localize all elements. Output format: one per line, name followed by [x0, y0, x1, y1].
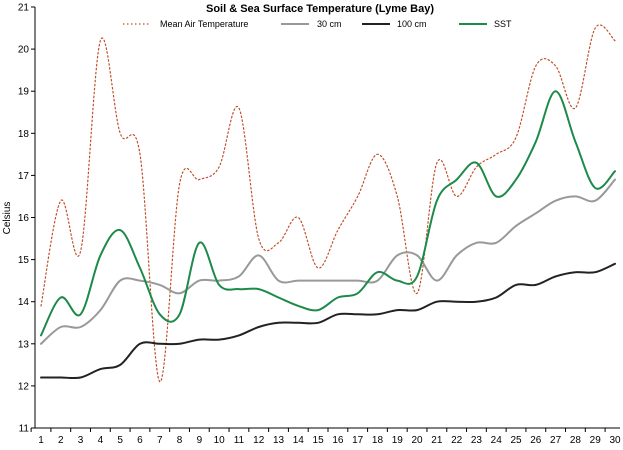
- y-tick-label: 21: [18, 3, 30, 14]
- x-tick-label: 28: [570, 435, 582, 446]
- x-tick-label: 13: [273, 435, 285, 446]
- x-tick-label: 9: [197, 435, 203, 446]
- x-tick-label: 12: [253, 435, 265, 446]
- y-tick-label: 19: [18, 87, 30, 98]
- x-tick-label: 25: [510, 435, 522, 446]
- x-tick-label: 14: [293, 435, 305, 446]
- x-tick-label: 24: [491, 435, 503, 446]
- series-line-4: [40, 90, 616, 337]
- y-tick-label: 20: [18, 45, 30, 56]
- x-tick-label: 23: [471, 435, 483, 446]
- x-tick-label: 21: [431, 435, 443, 446]
- legend-label: 100 cm: [397, 19, 427, 29]
- y-tick-label: 17: [18, 171, 30, 182]
- x-tick-label: 26: [530, 435, 542, 446]
- y-tick-label: 16: [18, 213, 30, 224]
- x-tick-label: 1: [38, 435, 44, 446]
- legend-label: Mean Air Temperature: [160, 19, 248, 29]
- x-tick-label: 15: [313, 435, 325, 446]
- legend: Mean Air Temperature 30 cm 100 cm SST: [123, 19, 512, 29]
- x-tick-label: 2: [58, 435, 64, 446]
- y-axis-title: Celsius: [2, 202, 13, 235]
- series-layer: [40, 24, 616, 383]
- chart-title: Soil & Sea Surface Temperature (Lyme Bay…: [206, 3, 434, 15]
- x-tick-label: 27: [550, 435, 562, 446]
- x-tick-label: 19: [392, 435, 404, 446]
- series-line-2: [40, 178, 616, 345]
- x-tick-label: 8: [177, 435, 183, 446]
- x-tick-label: 20: [412, 435, 424, 446]
- y-tick-label: 12: [18, 381, 30, 392]
- x-tick-label: 10: [214, 435, 226, 446]
- y-tick-label: 13: [18, 339, 30, 350]
- x-tick-label: 17: [352, 435, 364, 446]
- x-tick-label: 6: [137, 435, 143, 446]
- series-line-1: [40, 24, 616, 383]
- y-tick-label: 11: [19, 424, 30, 435]
- x-tick-label: 30: [609, 435, 621, 446]
- x-tick-label: 16: [332, 435, 344, 446]
- x-tick-label: 11: [234, 435, 245, 446]
- y-tick-label: 18: [18, 129, 30, 140]
- x-tick-label: 29: [590, 435, 602, 446]
- x-tick-label: 4: [98, 435, 104, 446]
- y-tick-label: 15: [18, 255, 30, 266]
- legend-label: SST: [494, 19, 512, 29]
- legend-label: 30 cm: [317, 19, 342, 29]
- series-line-3: [40, 262, 616, 380]
- x-tick-label: 7: [157, 435, 163, 446]
- x-tick-label: 18: [372, 435, 384, 446]
- x-tick-label: 3: [78, 435, 84, 446]
- x-tick-label: 22: [451, 435, 463, 446]
- x-tick-label: 5: [117, 435, 123, 446]
- y-tick-label: 14: [18, 297, 30, 308]
